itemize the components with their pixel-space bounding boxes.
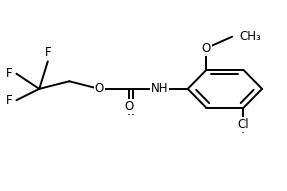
Text: O: O [95,82,104,95]
Text: F: F [44,46,51,59]
Text: F: F [6,67,13,80]
Text: O: O [202,42,211,55]
Text: NH: NH [150,82,168,95]
Text: O: O [125,100,134,112]
Text: CH₃: CH₃ [239,30,261,43]
Text: F: F [6,94,13,107]
Text: Cl: Cl [238,118,249,131]
